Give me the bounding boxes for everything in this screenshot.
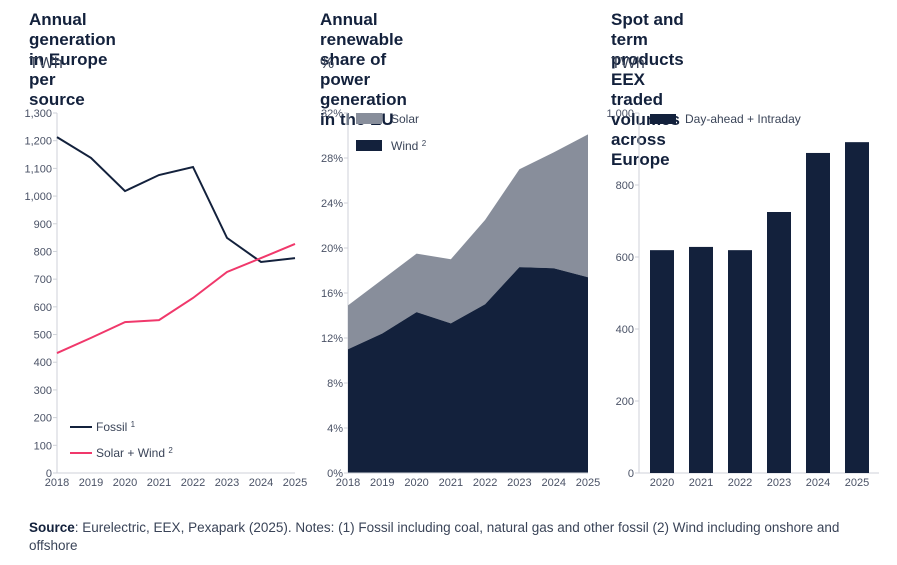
chart2-y-tick-label: 32% (321, 108, 343, 120)
chart3-bar (845, 142, 869, 473)
chart3-bar (650, 250, 674, 473)
chart3-bar (806, 152, 830, 473)
chart2-legend-swatch (356, 140, 382, 151)
chart2-title: Annual renewable share of power generati… (320, 10, 407, 130)
chart2-x-tick-label: 2025 (576, 477, 600, 489)
chart2-x-tick-label: 2018 (336, 477, 360, 489)
chart2-y-tick-label: 8% (327, 378, 343, 390)
footnote-marker: 2 (168, 446, 173, 455)
chart1-y-tick-label: 200 (34, 413, 52, 425)
chart1-title: Annual generation in Europe per source (29, 10, 116, 110)
chart3-y-tick-label: 400 (616, 324, 634, 336)
chart3-bar (728, 250, 752, 473)
source-note: Source: Eurelectric, EEX, Pexapark (2025… (29, 519, 889, 555)
chart1-x-tick-label: 2021 (147, 477, 171, 489)
chart1-x-tick-label: 2023 (215, 477, 239, 489)
chart3-legend-label: Day-ahead + Intraday (685, 112, 801, 126)
chart2-title-line1: Annual renewable share of (320, 10, 404, 69)
chart2-y-tick-label: 4% (327, 423, 343, 435)
chart3-unit: TWh (611, 55, 645, 72)
chart3-title-line2: traded volumes across Europe (611, 90, 680, 169)
chart2-legend-swatch (356, 113, 382, 124)
chart2-legend-label: Wind 2 (391, 139, 427, 153)
chart1-y-tick-label: 1,200 (24, 136, 52, 148)
footnote-marker: 1 (131, 420, 136, 429)
chart1-x-tick-label: 2018 (45, 477, 69, 489)
chart1-y-tick-label: 1,000 (24, 191, 52, 203)
chart1-title-line1: Annual generation in Europe (29, 10, 116, 69)
chart2-x-tick-label: 2019 (370, 477, 394, 489)
chart1-legend-label: Fossil 1 (96, 420, 136, 434)
chart1-y-tick-label: 800 (34, 246, 52, 258)
chart2-area-solar (348, 134, 588, 350)
chart3-x-tick-label: 2023 (767, 477, 791, 489)
chart2-unit: % (320, 55, 335, 72)
chart2-y-tick-label: 0% (327, 468, 343, 480)
chart1-y-tick-label: 700 (34, 274, 52, 286)
chart1-x-tick-label: 2019 (79, 477, 103, 489)
chart3-legend-swatch (650, 114, 676, 124)
chart1-y-tick-label: 600 (34, 302, 52, 314)
footnote-marker: 2 (422, 139, 427, 148)
chart1-y-tick-label: 0 (46, 468, 52, 480)
chart3-title: Spot and term products EEX traded volume… (611, 10, 684, 170)
chart1-x-tick-label: 2020 (113, 477, 137, 489)
chart2-y-tick-label: 12% (321, 333, 343, 345)
chart1-y-tick-label: 100 (34, 440, 52, 452)
source-text: : Eurelectric, EEX, Pexapark (2025). Not… (29, 520, 840, 553)
chart1-y-tick-label: 900 (34, 219, 52, 231)
chart2-y-tick-label: 24% (321, 198, 343, 210)
chart1-series-line-fossil (56, 136, 296, 264)
chart3-x-tick-label: 2022 (728, 477, 752, 489)
chart3-title-line1: Spot and term products EEX (611, 10, 684, 89)
chart3-y-tick-label: 800 (616, 180, 634, 192)
chart1-series-line-solar-wind (56, 243, 296, 355)
chart2-x-tick-label: 2020 (404, 477, 428, 489)
chart1-title-line2: per source (29, 70, 85, 109)
chart3-x-tick-label: 2021 (689, 477, 713, 489)
chart3-y-tick-label: 600 (616, 252, 634, 264)
chart3-y-tick-label: 1,000 (606, 108, 634, 120)
chart2-y-tick-label: 28% (321, 153, 343, 165)
chart3-bar (689, 246, 713, 473)
chart2-y-tick-label: 16% (321, 288, 343, 300)
chart1-x-tick-label: 2024 (249, 477, 273, 489)
chart2-x-tick-label: 2022 (473, 477, 497, 489)
chart1-legend-label: Solar + Wind 2 (96, 446, 173, 460)
chart2-x-tick-label: 2023 (507, 477, 531, 489)
source-label: Source (29, 520, 75, 535)
chart1-y-tick-label: 1,100 (24, 163, 52, 175)
chart3-x-tick-label: 2025 (845, 477, 869, 489)
chart3-bar (767, 212, 791, 473)
chart1-y-tick-label: 300 (34, 385, 52, 397)
chart1-y-tick-label: 500 (34, 330, 52, 342)
chart3-y-tick-label: 200 (616, 396, 634, 408)
chart1-y-tick-label: 1,300 (24, 108, 52, 120)
chart1-x-tick-label: 2022 (181, 477, 205, 489)
chart2-x-tick-label: 2021 (439, 477, 463, 489)
chart2-x-tick-label: 2024 (541, 477, 565, 489)
chart2-title-line2: power generation in the EU (320, 70, 407, 129)
chart1-y-tick-label: 400 (34, 357, 52, 369)
chart3-x-tick-label: 2024 (806, 477, 830, 489)
chart2-y-tick-label: 20% (321, 243, 343, 255)
chart2-area-wind (348, 267, 588, 473)
chart3-x-tick-label: 2020 (650, 477, 674, 489)
chart1-unit: TWh (29, 55, 63, 72)
chart1-x-tick-label: 2025 (283, 477, 307, 489)
chart2-legend-label: Solar (391, 112, 419, 126)
chart3-y-tick-label: 0 (628, 468, 634, 480)
